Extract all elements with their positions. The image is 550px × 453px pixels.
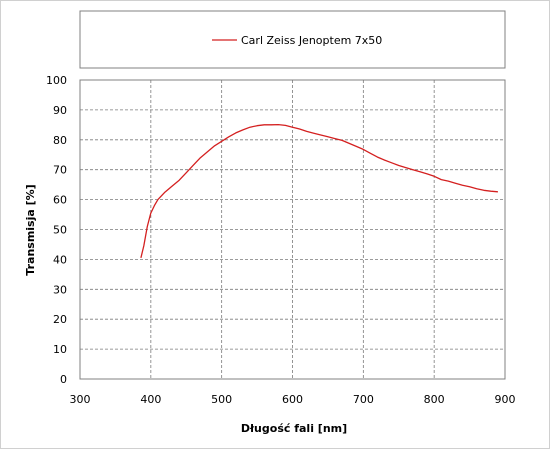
legend: Carl Zeiss Jenoptem 7x50 xyxy=(79,10,506,69)
y-tick-label: 20 xyxy=(53,313,67,326)
x-tick-label: 700 xyxy=(353,393,374,406)
y-tick-label: 40 xyxy=(53,253,67,266)
axis-ticks: 0 10 20 30 40 50 60 70 80 90 100 300 400 500 600 700 800… xyxy=(46,74,516,406)
x-tick-label: 800 xyxy=(424,393,445,406)
x-tick-label: 900 xyxy=(495,393,516,406)
x-tick-label: 600 xyxy=(282,393,303,406)
y-tick-label: 60 xyxy=(53,194,67,207)
y-tick-label: 90 xyxy=(53,104,67,117)
x-tick-label: 500 xyxy=(211,393,232,406)
y-tick-label: 50 xyxy=(53,224,67,237)
x-axis-title: Długość fali [nm] xyxy=(241,422,347,435)
series-layer xyxy=(140,123,498,259)
legend-label: Carl Zeiss Jenoptem 7x50 xyxy=(241,34,382,47)
y-tick-label: 100 xyxy=(46,74,67,87)
y-tick-label: 10 xyxy=(53,343,67,356)
y-tick-label: 30 xyxy=(53,283,67,296)
y-axis-title: Transmisja [%] xyxy=(24,184,37,275)
x-tick-label: 300 xyxy=(70,393,91,406)
y-tick-label: 0 xyxy=(60,373,67,386)
grid xyxy=(80,80,505,379)
x-tick-label: 400 xyxy=(140,393,161,406)
y-tick-label: 80 xyxy=(53,134,67,147)
series-line-0 xyxy=(140,123,498,259)
legend-box xyxy=(79,10,506,69)
y-tick-label: 70 xyxy=(53,164,67,177)
